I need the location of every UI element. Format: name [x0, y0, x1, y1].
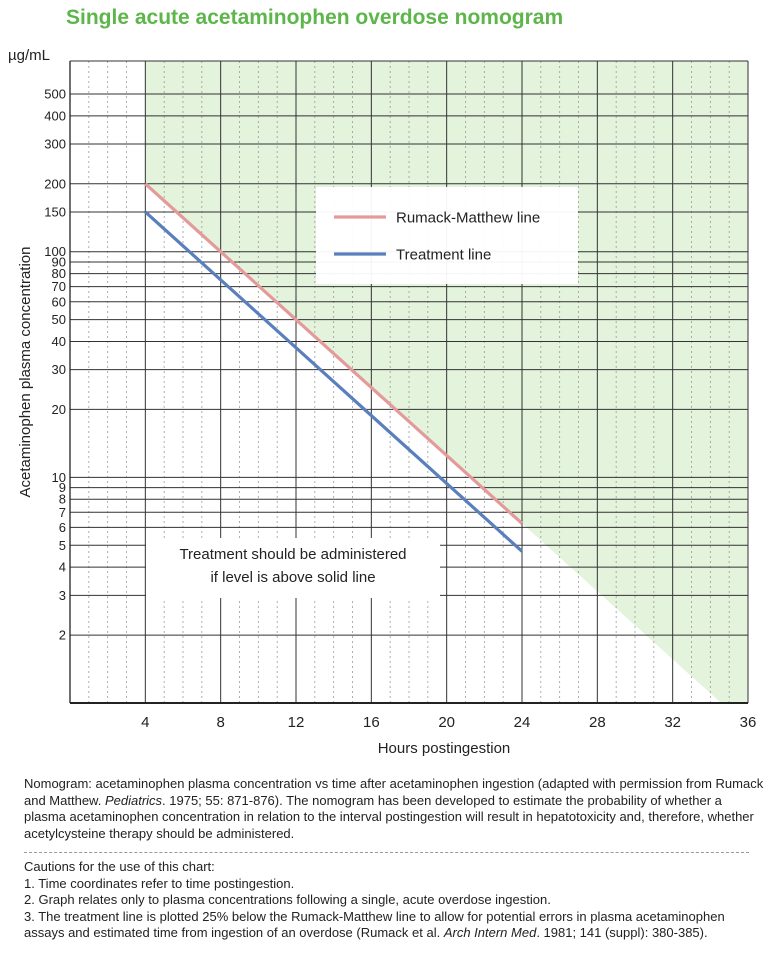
x-tick-label: 8 [216, 714, 224, 731]
cautions-caption: Cautions for the use of this chart: 1. T… [24, 859, 764, 942]
y-tick-label: 6 [59, 520, 66, 535]
annotation-text: Treatment should be administered [179, 546, 406, 563]
caution-item-3: 3. The treatment line is plotted 25% bel… [24, 909, 764, 942]
caution-item-3-text-b: . 1981; 141 (suppl): 380-385). [536, 925, 708, 940]
annotation: Treatment should be administered if level… [146, 538, 440, 598]
y-tick-label: 2 [59, 628, 66, 643]
x-tick-label: 28 [589, 714, 606, 731]
caution-item-3-journal: Arch Intern Med [443, 925, 537, 940]
legend-label: Treatment line [396, 247, 491, 264]
caution-item-3-text-a: 3. The treatment line is plotted 25% bel… [24, 908, 725, 941]
y-tick-label: 80 [52, 266, 66, 281]
nomogram-chart: 2345678910203040506070809010015020030040… [8, 47, 757, 757]
y-tick-label: 500 [44, 86, 66, 101]
y-tick-label: 90 [52, 255, 66, 270]
y-tick-label: 50 [52, 312, 66, 327]
nomogram-caption-text-b: . 1975; 55: 871-876). The nomogram has b… [24, 792, 754, 841]
major-grid [70, 61, 749, 703]
y-tick-label: 3 [59, 588, 66, 603]
y-tick-label: 30 [52, 362, 66, 377]
x-axis-label: Hours postingestion [378, 740, 511, 757]
caution-item-2: 2. Graph relates only to plasma concentr… [24, 892, 551, 907]
y-tick-label: 20 [52, 402, 66, 417]
y-tick-label: 4 [59, 560, 66, 575]
caution-item-1: 1. Time coordinates refer to time postin… [24, 875, 295, 891]
y-tick-label: 200 [44, 176, 66, 191]
y-tick-label: 8 [59, 492, 66, 507]
x-tick-label: 24 [514, 714, 531, 731]
annotation-text: if level is above solid line [210, 569, 375, 586]
y-tick-label: 300 [44, 137, 66, 152]
x-tick-label: 36 [740, 714, 757, 731]
y-tick-label: 9 [59, 480, 66, 495]
caption-divider [24, 852, 749, 853]
cautions-title: Cautions for the use of this chart: [24, 859, 215, 874]
x-tick-label: 16 [363, 714, 380, 731]
x-tick-label: 32 [664, 714, 681, 731]
y-tick-label: 7 [59, 505, 66, 520]
y-tick-label: 400 [44, 108, 66, 123]
y-tick-label: 10 [52, 470, 66, 485]
legend-label: Rumack-Matthew line [396, 210, 540, 227]
legend-box [316, 187, 578, 284]
x-tick-label: 4 [141, 714, 149, 731]
nomogram-caption-text-a: Nomogram: acetaminophen plasma concentra… [24, 776, 764, 808]
y-tick-label: 100 [44, 244, 66, 259]
x-tick-label: 12 [288, 714, 305, 731]
nomogram-caption-journal: Pediatrics [104, 792, 163, 808]
x-tick-label: 20 [438, 714, 455, 731]
y-tick-label: 150 [44, 204, 66, 219]
y-tick-label: 5 [59, 538, 66, 553]
nomogram-caption: Nomogram: acetaminophen plasma concentra… [24, 776, 764, 842]
legend: Rumack-Matthew line Treatment line [316, 187, 578, 284]
y-axis-label: Acetaminophen plasma concentration [17, 247, 34, 498]
treatment-line [144, 210, 524, 553]
y-tick-label: 70 [52, 279, 66, 294]
annotation-box [146, 538, 440, 598]
y-tick-label: 60 [52, 294, 66, 309]
chart-title: Single acute acetaminophen overdose nomo… [66, 6, 564, 29]
y-tick-label: 40 [52, 334, 66, 349]
rumack-matthew-line [144, 182, 524, 525]
y-unit-label: µg/mL [8, 47, 50, 64]
